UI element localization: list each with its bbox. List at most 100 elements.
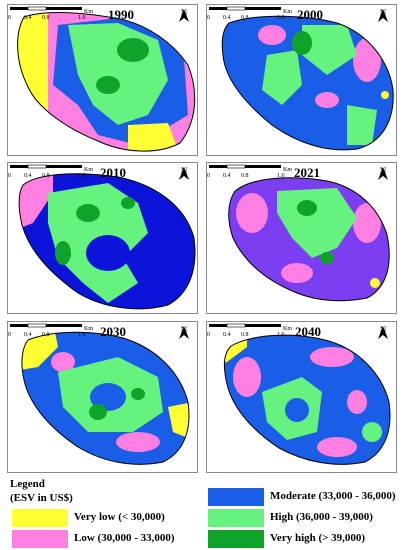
- esv-zone: [317, 437, 357, 457]
- scale-tick-0-4: 0.4: [24, 15, 32, 21]
- esv-zone: [117, 38, 149, 62]
- esv-zone: [277, 188, 357, 258]
- scale-tick-0-4: 0.4: [223, 15, 231, 21]
- scale-tick-0: 0: [8, 173, 11, 179]
- esv-zone: [347, 390, 367, 414]
- esv-zone: [262, 50, 302, 105]
- legend-label: Very high (> 39,000): [270, 532, 366, 544]
- study-area-boundary: [17, 12, 196, 152]
- map-panel-2040: 2040 N 0 0.4 0.8 1.6 Km: [206, 321, 397, 473]
- study-area-boundary: [228, 177, 390, 302]
- esv-zone: [128, 123, 178, 152]
- map-panel-2021: 2021 N 0 0.4 0.8 1.6 Km: [206, 162, 397, 314]
- scale-tick-0: 0: [207, 15, 210, 21]
- map-panel-1990: 1990 N 0 0.4 0.8 1.6 Km: [7, 4, 198, 156]
- scale-tick-0-8: 0.8: [42, 332, 50, 338]
- esv-zone: [297, 200, 317, 216]
- esv-zone: [17, 12, 48, 152]
- esv-zone: [353, 38, 381, 82]
- scale-tick-0-4: 0.4: [24, 332, 32, 338]
- legend-swatch: [12, 530, 68, 548]
- study-area-boundary: [21, 331, 190, 465]
- scale-bar: 0 0.4 0.8 1.6 Km: [8, 164, 93, 179]
- scale-tick-0: 0: [207, 173, 210, 179]
- esv-zone: [233, 357, 261, 397]
- esv-map-2000: [221, 15, 394, 151]
- esv-zone: [315, 92, 339, 108]
- map-year-2000: 2000: [297, 7, 323, 22]
- scale-unit: Km: [84, 9, 93, 15]
- study-area-boundary: [223, 334, 391, 465]
- legend-subtitle: (ESV in US$): [10, 492, 73, 504]
- legend-title: Legend: [10, 478, 45, 490]
- esv-zone: [116, 432, 160, 452]
- esv-zone: [96, 76, 120, 94]
- north-arrow-icon: N: [376, 326, 390, 339]
- esv-zone: [121, 197, 135, 209]
- scale-unit: Km: [283, 326, 292, 332]
- esv-zone: [236, 193, 268, 233]
- scale-tick-0-8: 0.8: [42, 15, 50, 21]
- scale-tick-0-8: 0.8: [241, 173, 249, 179]
- map-year-2040: 2040: [295, 324, 321, 339]
- esv-zone: [353, 203, 381, 243]
- esv-zone: [258, 25, 286, 45]
- esv-zone: [90, 383, 126, 411]
- scale-tick-1-6: 1.6: [277, 332, 285, 338]
- legend-label: Moderate (33,000 - 36,000): [270, 490, 396, 502]
- map-panel-2010: 2010 N 0 0.4 0.8 1.6 Km: [7, 162, 198, 314]
- study-area-boundary: [18, 173, 196, 310]
- scale-bar: 0 0.4 0.8 1.6 Km: [207, 164, 292, 179]
- legend-label: Very low (< 30,000): [74, 511, 165, 523]
- esv-zone: [310, 347, 354, 367]
- scale-bar: 0 0.4 0.8 1.6 Km: [8, 6, 93, 21]
- north-arrow-icon: N: [177, 326, 191, 339]
- legend-swatch: [208, 488, 264, 506]
- map-year-2010: 2010: [100, 165, 126, 180]
- esv-zone: [362, 422, 382, 442]
- scale-tick-0-4: 0.4: [223, 332, 231, 338]
- esv-zone: [292, 31, 312, 55]
- esv-zone: [131, 388, 145, 400]
- scale-tick-1-6: 1.6: [78, 173, 86, 179]
- scale-tick-0-8: 0.8: [42, 173, 50, 179]
- scale-tick-0: 0: [207, 332, 210, 338]
- esv-map-2021: [228, 177, 390, 302]
- esv-zone: [381, 91, 389, 99]
- scale-tick-0: 0: [8, 332, 11, 338]
- legend-swatch: [208, 509, 264, 527]
- north-arrow-icon: N: [177, 167, 191, 180]
- scale-unit: Km: [283, 9, 292, 15]
- scale-unit: Km: [84, 167, 93, 173]
- esv-zone: [347, 105, 377, 145]
- legend-swatch: [12, 509, 68, 527]
- map-year-1990: 1990: [108, 7, 134, 22]
- scale-tick-0-8: 0.8: [241, 332, 249, 338]
- esv-zone: [320, 252, 334, 264]
- north-arrow-icon: N: [376, 167, 390, 180]
- scale-tick-1-6: 1.6: [277, 15, 285, 21]
- esv-zone: [285, 398, 309, 422]
- esv-map-2040: [223, 334, 391, 465]
- esv-zone: [302, 25, 357, 75]
- esv-map-1990: [17, 12, 196, 152]
- scale-tick-0: 0: [8, 15, 11, 21]
- north-arrow-icon: N: [177, 9, 191, 22]
- esv-map-2010: [18, 173, 196, 310]
- map-year-2021: 2021: [294, 165, 320, 180]
- legend-swatch: [208, 530, 264, 548]
- legend-label: High (36,000 - 39,000): [270, 511, 373, 523]
- scale-tick-0-4: 0.4: [223, 173, 231, 179]
- scale-unit: Km: [84, 326, 93, 332]
- map-panel-2000: 2000 N 0 0.4 0.8 1.6 Km: [206, 4, 397, 156]
- scale-tick-1-6: 1.6: [78, 15, 86, 21]
- map-year-2030: 2030: [100, 324, 126, 339]
- scale-tick-1-6: 1.6: [78, 332, 86, 338]
- esv-zone: [370, 278, 380, 288]
- map-panel-2030: 2030 N 0 0.4 0.8 1.6 Km: [7, 321, 198, 473]
- legend-label: Low (30,000 - 33,000): [74, 532, 175, 544]
- scale-bar: 0 0.4 0.8 1.6 Km: [8, 323, 93, 338]
- scale-bar: 0 0.4 0.8 1.6 Km: [207, 323, 292, 338]
- esv-zone: [86, 235, 130, 271]
- scale-tick-0-4: 0.4: [24, 173, 32, 179]
